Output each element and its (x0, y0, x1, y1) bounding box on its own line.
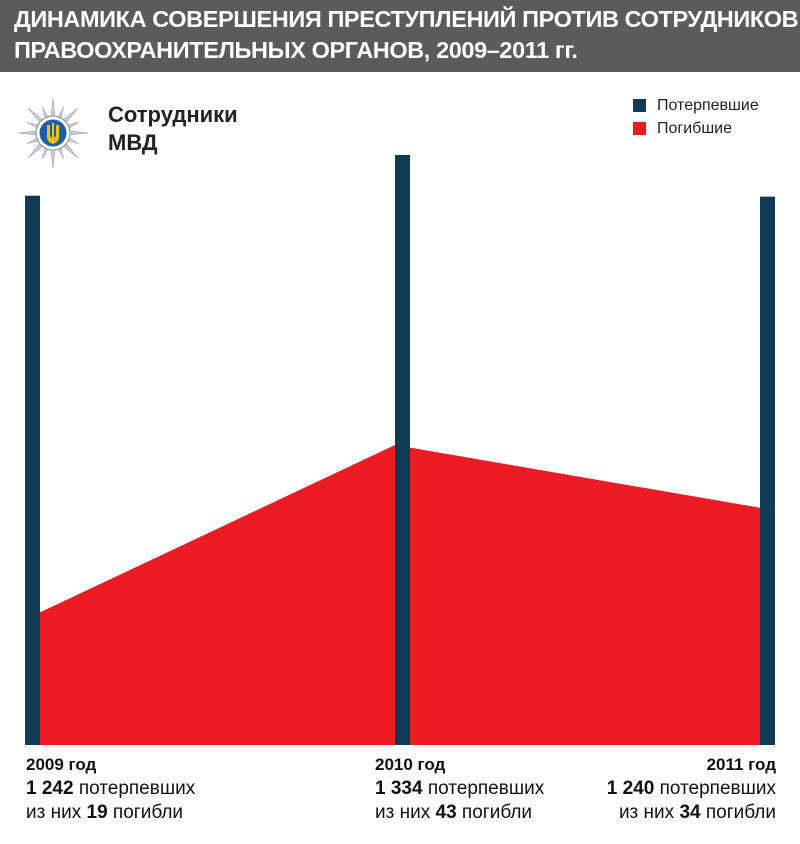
killed-count: 34 (679, 802, 701, 823)
injured-text: потерпевших (78, 778, 196, 799)
killed-row: из них 43 погибли (375, 801, 544, 825)
year-label: 2011 год (706, 755, 776, 774)
injured-text: потерпевших (659, 778, 776, 799)
year-block-2009: 2009 год 1 242 потерпевших из них 19 пог… (26, 755, 195, 825)
killed-text: погибли (705, 802, 776, 823)
killed-row: из них 19 погибли (26, 801, 195, 825)
killed-text: погибли (461, 802, 533, 823)
killed-prefix: из них (26, 802, 82, 823)
injured-bar-2011 (760, 196, 775, 746)
injured-bar-2010 (395, 155, 410, 745)
injured-count: 1 240 (606, 778, 655, 799)
legend-swatch-killed (633, 122, 646, 135)
injured-row: 1 242 потерпевших (26, 777, 195, 801)
heading-line-1: Сотрудники (108, 102, 238, 127)
legend-item-killed: Погибшие (633, 117, 759, 140)
title-bar: ДИНАМИКА СОВЕРШЕНИЯ ПРЕСТУПЛЕНИЙ ПРОТИВ … (0, 0, 800, 72)
injured-row: 1 240 потерпевших (607, 777, 776, 801)
killed-row: из них 34 погибли (607, 801, 776, 825)
injured-count: 1 242 (26, 778, 74, 799)
police-star-trident-icon (17, 97, 89, 169)
year-label: 2009 год (26, 755, 97, 774)
injured-count: 1 334 (375, 778, 423, 799)
killed-count: 43 (435, 802, 457, 823)
heading-line-2: МВД (108, 130, 158, 155)
legend-label-injured: Потерпевшие (657, 97, 759, 114)
year-label: 2010 год (375, 755, 446, 774)
injured-text: потерпевших (427, 778, 545, 799)
chart-heading: Сотрудники МВД (108, 101, 238, 157)
injured-bar-2009 (25, 195, 40, 745)
year-block-2011: 2011 год 1 240 потерпевших из них 34 пог… (607, 755, 776, 825)
chart-title-line-2: ПРАВООХРАНИТЕЛЬНЫХ ОРГАНОВ, 2009–2011 гг… (14, 37, 578, 63)
injured-row: 1 334 потерпевших (375, 777, 544, 801)
legend-label-killed: Погибшие (657, 120, 733, 137)
killed-text: погибли (112, 802, 184, 823)
killed-count: 19 (86, 802, 108, 823)
killed-prefix: из них (375, 802, 431, 823)
year-block-2010: 2010 год 1 334 потерпевших из них 43 пог… (375, 755, 544, 825)
legend: Потерпевшие Погибшие (633, 94, 759, 140)
legend-swatch-injured (633, 99, 646, 112)
legend-item-injured: Потерпевшие (633, 94, 759, 117)
killed-prefix: из них (618, 802, 675, 823)
chart-title-line-1: ДИНАМИКА СОВЕРШЕНИЯ ПРЕСТУПЛЕНИЙ ПРОТИВ … (14, 6, 799, 32)
